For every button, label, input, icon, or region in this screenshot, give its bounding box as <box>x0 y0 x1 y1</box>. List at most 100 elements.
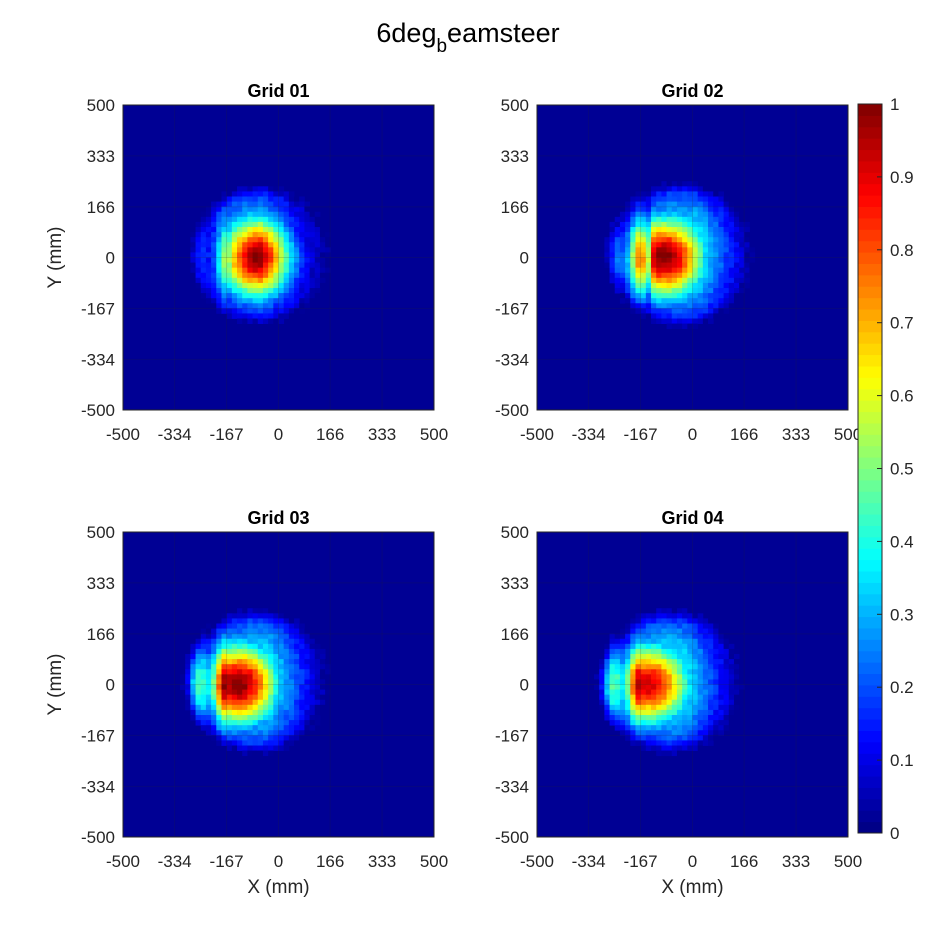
heatmap-cell <box>226 277 233 284</box>
heatmap-cell <box>247 277 253 284</box>
heatmap-cell <box>211 282 217 289</box>
heatmap-cell <box>242 308 248 314</box>
heatmap-cell <box>651 745 657 751</box>
heatmap-cell <box>744 242 750 248</box>
heatmap-cell <box>294 196 300 202</box>
heatmap-cell <box>619 730 626 736</box>
heatmap-cell <box>294 206 300 213</box>
heatmap-cell <box>273 221 279 228</box>
heatmap-cell <box>666 282 673 289</box>
heatmap-cell <box>702 272 709 279</box>
heatmap-cell <box>231 303 238 309</box>
heatmap-cell <box>651 618 657 624</box>
heatmap-cell <box>708 242 714 248</box>
heatmap-cell <box>614 638 621 645</box>
heatmap-cell <box>744 262 750 269</box>
heatmap-cell <box>635 216 642 223</box>
heatmap-cell <box>190 674 196 680</box>
heatmap-cell <box>268 308 274 314</box>
heatmap-cell <box>619 638 626 645</box>
heatmap-cells <box>594 608 745 757</box>
heatmap-cell <box>630 689 636 696</box>
heatmap-cell <box>697 654 704 660</box>
heatmap-cell <box>288 293 295 299</box>
heatmap-cell <box>283 206 290 213</box>
heatmap-cell <box>651 293 657 299</box>
heatmap-cell <box>309 206 316 213</box>
heatmap-cell <box>697 623 704 629</box>
heatmap-cell <box>723 196 730 202</box>
heatmap-cell <box>309 679 316 685</box>
heatmap-cell <box>205 664 212 670</box>
heatmap-cell <box>262 186 269 192</box>
heatmap-cell <box>226 715 233 721</box>
heatmap-cell <box>242 252 248 258</box>
heatmap-cell <box>718 237 724 243</box>
heatmap-cell <box>739 216 745 223</box>
y-tick-label: -167 <box>495 299 529 318</box>
x-tick-label: 500 <box>420 852 448 871</box>
heatmap-cell <box>195 699 202 706</box>
heatmap-cell <box>728 227 735 233</box>
heatmap-cell <box>252 237 259 243</box>
heatmap-cell <box>252 206 259 213</box>
heatmap-cell <box>309 237 316 243</box>
heatmap-cell <box>185 684 191 690</box>
heatmap-cell <box>713 262 719 269</box>
heatmap-cell <box>283 237 290 243</box>
heatmap-cell <box>211 211 217 218</box>
heatmap-cell <box>697 267 704 274</box>
heatmap-cell <box>661 664 667 670</box>
heatmap-cell <box>733 247 740 253</box>
heatmap-cell <box>278 186 285 192</box>
heatmap-cell <box>195 242 202 248</box>
heatmap-cell <box>242 237 248 243</box>
heatmap-cell <box>221 303 228 309</box>
heatmap-cell <box>671 247 678 253</box>
y-tick-label: -167 <box>495 726 529 745</box>
heatmap-cell <box>273 659 279 665</box>
heatmap-cell <box>723 227 730 233</box>
heatmap-cell <box>723 282 730 289</box>
heatmap-cell <box>211 206 217 213</box>
heatmap-cell <box>273 293 279 299</box>
heatmap-cell <box>676 237 683 243</box>
heatmap-cell <box>205 237 212 243</box>
heatmap-cell <box>661 694 667 701</box>
heatmap-cell <box>304 709 310 716</box>
heatmap-cell <box>262 267 269 274</box>
heatmap-cell <box>304 689 310 696</box>
colorbar-step <box>858 445 882 458</box>
heatmap-cell <box>288 648 295 655</box>
heatmap-cell <box>682 715 688 721</box>
heatmap-cell <box>640 242 647 248</box>
colorbar-step <box>858 217 882 230</box>
heatmap-cell <box>216 262 222 269</box>
heatmap-cell <box>671 277 678 284</box>
heatmap-cell <box>190 252 196 258</box>
heatmap-cell <box>718 730 724 736</box>
heatmap-cell <box>268 689 274 696</box>
heatmap-cell <box>676 648 683 655</box>
heatmap-cell <box>692 709 699 716</box>
heatmap-cell <box>692 613 699 619</box>
heatmap-cell <box>697 201 704 208</box>
heatmap-cell <box>205 232 212 238</box>
heatmap-cell <box>257 654 264 660</box>
heatmap-cell <box>242 669 248 675</box>
heatmap-cell <box>314 293 321 299</box>
heatmap-cell <box>273 298 279 304</box>
heatmap-cell <box>692 648 699 655</box>
heatmap-cell <box>713 227 719 233</box>
heatmap-cell <box>195 638 202 645</box>
heatmap-cell <box>268 613 274 619</box>
heatmap-cell <box>728 669 735 675</box>
heatmap-cell <box>242 704 248 711</box>
heatmap-cell <box>242 689 248 696</box>
heatmap-cell <box>283 704 290 711</box>
heatmap-cell <box>273 633 279 640</box>
heatmap-cell <box>216 252 222 258</box>
heatmap-cell <box>676 247 683 253</box>
heatmap-cell <box>294 628 300 635</box>
heatmap-cell <box>319 664 326 670</box>
